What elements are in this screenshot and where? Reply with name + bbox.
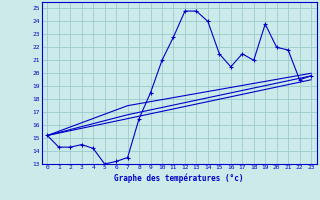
X-axis label: Graphe des températures (°c): Graphe des températures (°c): [115, 173, 244, 183]
